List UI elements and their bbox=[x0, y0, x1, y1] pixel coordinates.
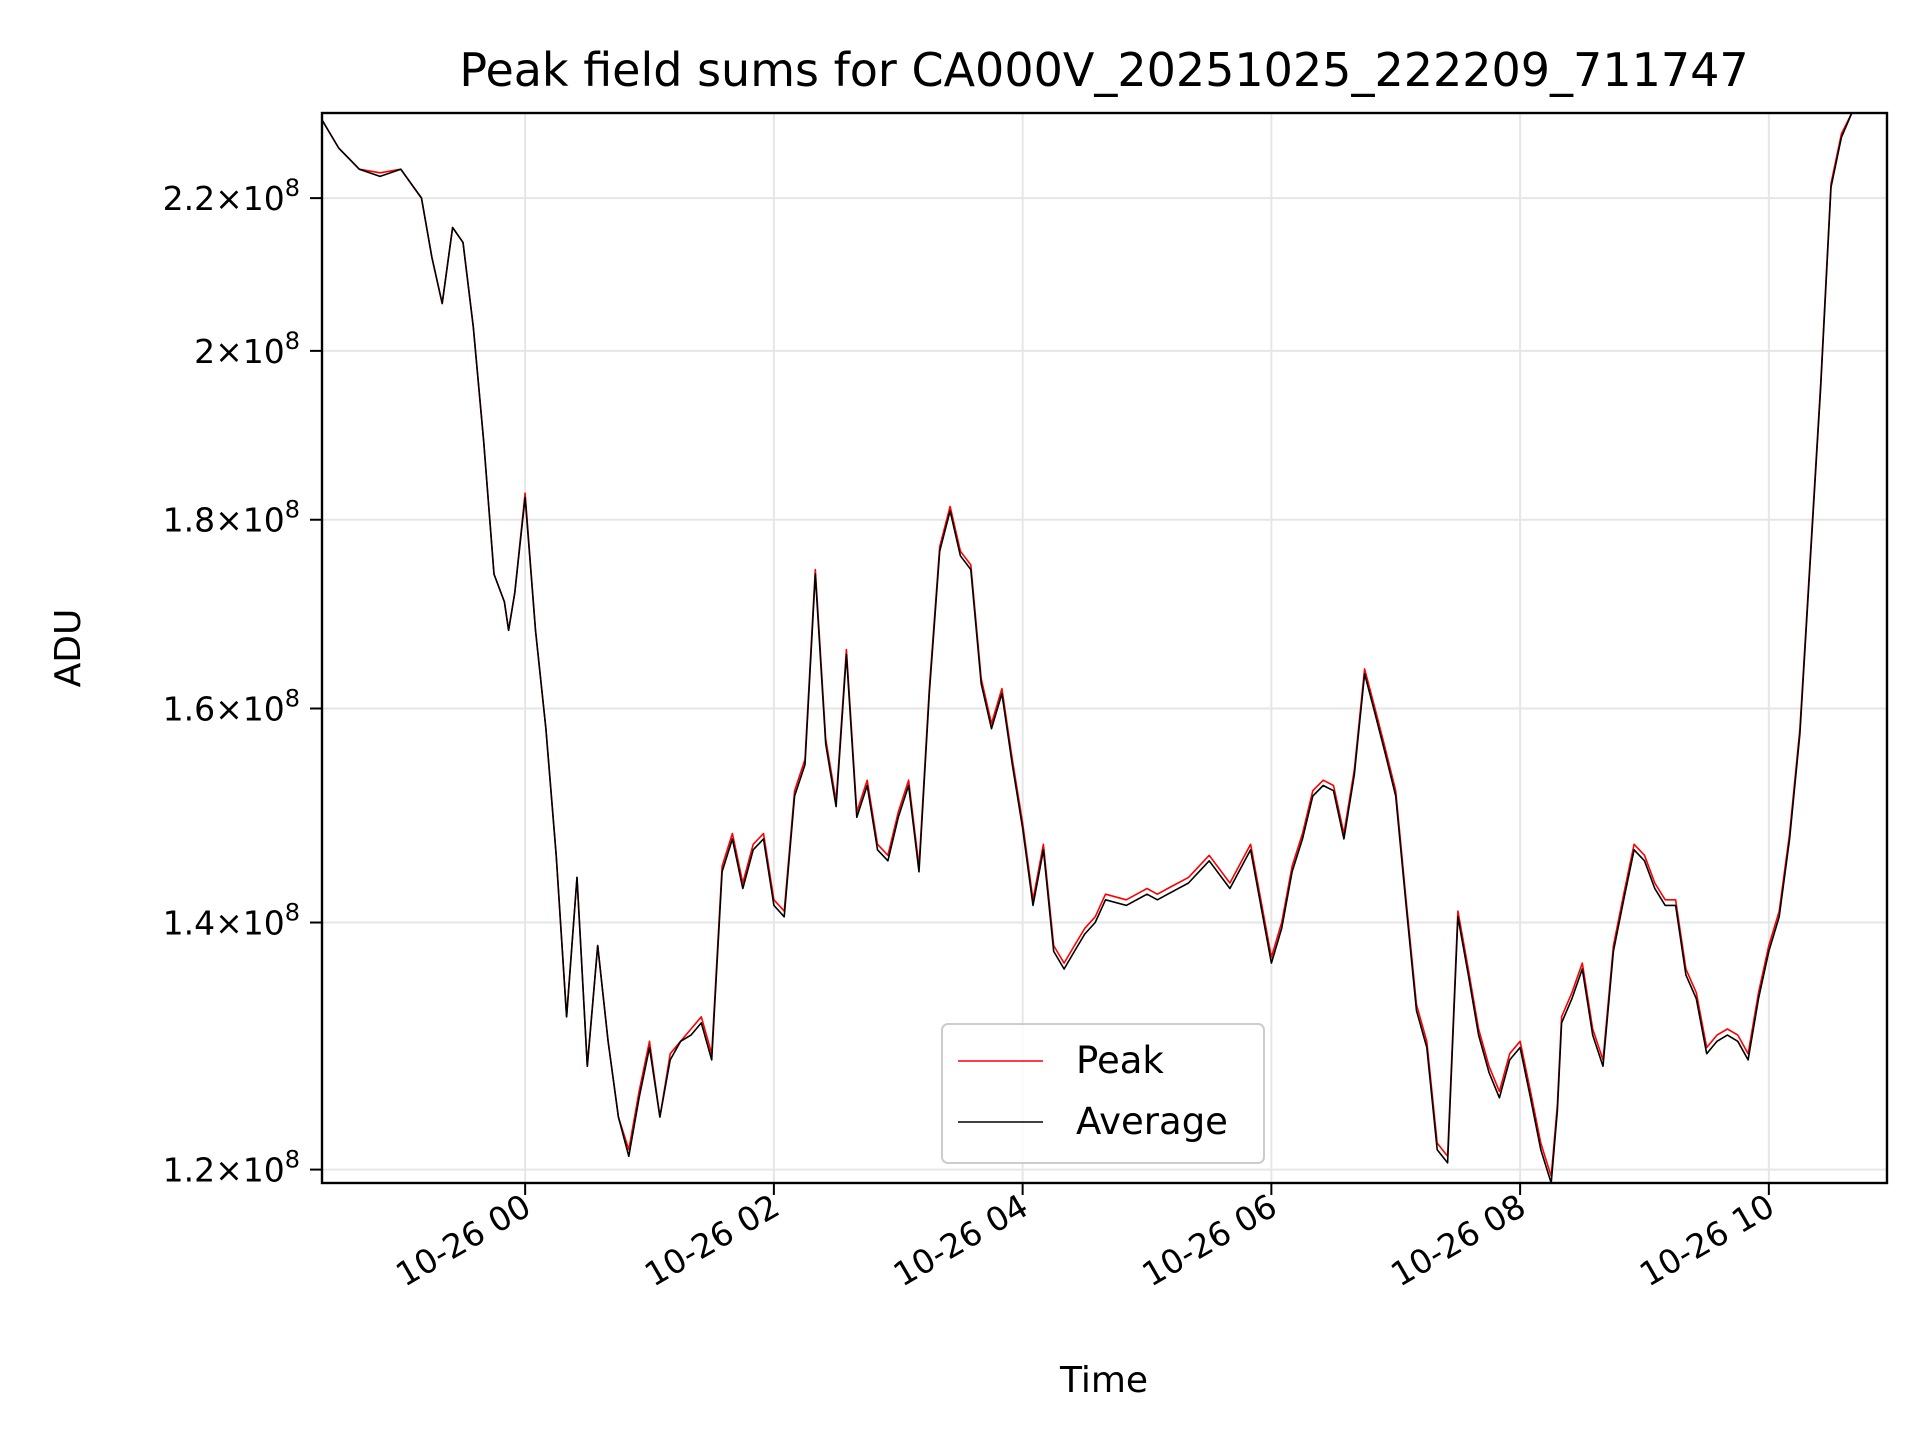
y-axis-ticks: 1.2×108 1.4×108 1.6×108 1.8×108 2×108 2.2×108 bbox=[163, 174, 322, 1190]
x-axis-label: Time bbox=[1059, 1360, 1148, 1401]
legend-label-peak: Peak bbox=[1076, 1039, 1164, 1082]
series-lines bbox=[321, 112, 1853, 1184]
y-axis-label: ADU bbox=[48, 609, 89, 688]
y-tick-label: 1.6×108 bbox=[163, 685, 300, 729]
legend-label-average: Average bbox=[1076, 1100, 1228, 1143]
y-tick-label: 1.8×108 bbox=[163, 496, 300, 540]
y-tick-label: 2.2×108 bbox=[163, 174, 300, 218]
chart-title: Peak field sums for CA000V_20251025_2222… bbox=[459, 43, 1748, 97]
legend-box bbox=[941, 1023, 1265, 1164]
plot-frame bbox=[320, 111, 1889, 1185]
y-tick-label: 1.4×108 bbox=[163, 899, 300, 943]
y-tick-label: 1.2×108 bbox=[163, 1146, 300, 1190]
legend: Peak Average bbox=[941, 1023, 1265, 1164]
series-line-average bbox=[321, 112, 1853, 1184]
grid bbox=[322, 113, 1887, 1183]
y-tick-label: 2×108 bbox=[194, 327, 300, 371]
